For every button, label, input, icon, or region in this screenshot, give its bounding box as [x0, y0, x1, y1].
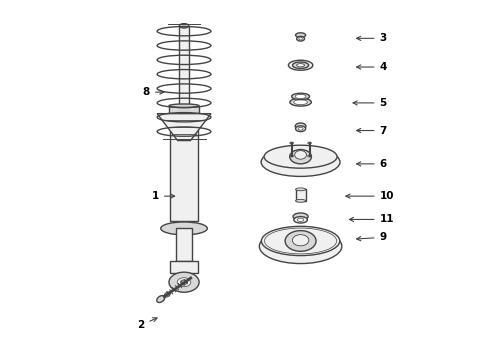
- Ellipse shape: [293, 62, 309, 68]
- Ellipse shape: [261, 148, 340, 176]
- Ellipse shape: [285, 231, 316, 251]
- Ellipse shape: [293, 213, 308, 220]
- Text: 11: 11: [349, 215, 394, 224]
- Polygon shape: [295, 189, 306, 201]
- Text: 2: 2: [137, 318, 157, 330]
- Ellipse shape: [295, 199, 306, 202]
- Polygon shape: [176, 228, 192, 261]
- Polygon shape: [157, 114, 211, 140]
- Ellipse shape: [298, 127, 303, 130]
- Text: 5: 5: [353, 98, 387, 108]
- Ellipse shape: [290, 155, 294, 157]
- Ellipse shape: [296, 64, 304, 67]
- Ellipse shape: [295, 126, 306, 132]
- Ellipse shape: [161, 222, 207, 235]
- Ellipse shape: [295, 94, 306, 99]
- Ellipse shape: [290, 142, 294, 144]
- Ellipse shape: [296, 36, 304, 41]
- Ellipse shape: [169, 272, 199, 292]
- Polygon shape: [169, 106, 199, 114]
- Text: 10: 10: [346, 191, 394, 201]
- Text: 4: 4: [357, 62, 387, 72]
- Text: 1: 1: [152, 191, 174, 201]
- Ellipse shape: [290, 149, 312, 164]
- Ellipse shape: [295, 188, 306, 191]
- Text: 8: 8: [143, 87, 164, 97]
- Ellipse shape: [290, 98, 311, 106]
- Ellipse shape: [259, 229, 342, 264]
- Ellipse shape: [308, 142, 311, 144]
- Ellipse shape: [264, 145, 337, 168]
- Ellipse shape: [164, 292, 170, 297]
- Ellipse shape: [295, 33, 306, 37]
- Ellipse shape: [177, 278, 191, 287]
- Ellipse shape: [289, 60, 313, 70]
- Polygon shape: [171, 114, 197, 221]
- Ellipse shape: [292, 93, 310, 100]
- Text: 7: 7: [357, 126, 387, 135]
- Ellipse shape: [261, 226, 340, 256]
- Ellipse shape: [294, 100, 307, 105]
- Ellipse shape: [297, 218, 304, 221]
- Ellipse shape: [294, 217, 307, 223]
- Polygon shape: [179, 26, 189, 114]
- Ellipse shape: [169, 104, 199, 108]
- Text: 9: 9: [357, 232, 387, 242]
- Ellipse shape: [308, 155, 311, 157]
- Ellipse shape: [157, 296, 165, 302]
- Ellipse shape: [179, 24, 189, 28]
- Ellipse shape: [299, 37, 302, 40]
- Polygon shape: [171, 261, 197, 273]
- Ellipse shape: [293, 235, 309, 246]
- Ellipse shape: [181, 280, 187, 284]
- Ellipse shape: [295, 123, 306, 130]
- Ellipse shape: [294, 150, 307, 159]
- Text: 3: 3: [357, 33, 387, 43]
- Text: 6: 6: [357, 159, 387, 169]
